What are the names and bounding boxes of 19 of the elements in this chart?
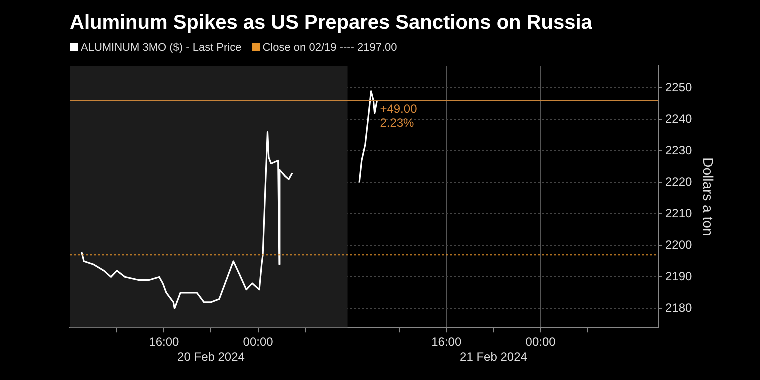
y-axis-title: Dollars a ton	[700, 158, 717, 236]
annotation: +49.00 2.23%	[380, 102, 418, 130]
legend-label: ALUMINUM 3MO ($) - Last Price	[80, 42, 242, 54]
x-tick-label: 16:00	[432, 335, 462, 350]
y-tick-label: 2250	[666, 80, 693, 95]
y-tick-label: 2220	[666, 175, 693, 190]
legend-label: Close on 02/19 ---- 2197.00	[262, 42, 398, 54]
text: 21 Feb 2024	[460, 350, 528, 364]
x-tick-label: 16:00	[149, 335, 180, 350]
y-tick-label: 2230	[666, 144, 693, 158]
chart-title: Aluminum Spikes as US Prepares Sanctions on Russia	[70, 12, 592, 35]
x-tick-label: 00:00	[526, 335, 556, 350]
x-tick-label: 00:00	[243, 335, 274, 350]
y-tick-label: 2180	[666, 301, 693, 316]
text: 20 Feb 2024	[178, 350, 246, 364]
y-tick-label: 2200	[666, 238, 693, 252]
y-tick-label: 2240	[666, 112, 693, 126]
y-tick-label: 2210	[666, 206, 693, 221]
y-tick-label: 2190	[666, 270, 693, 284]
